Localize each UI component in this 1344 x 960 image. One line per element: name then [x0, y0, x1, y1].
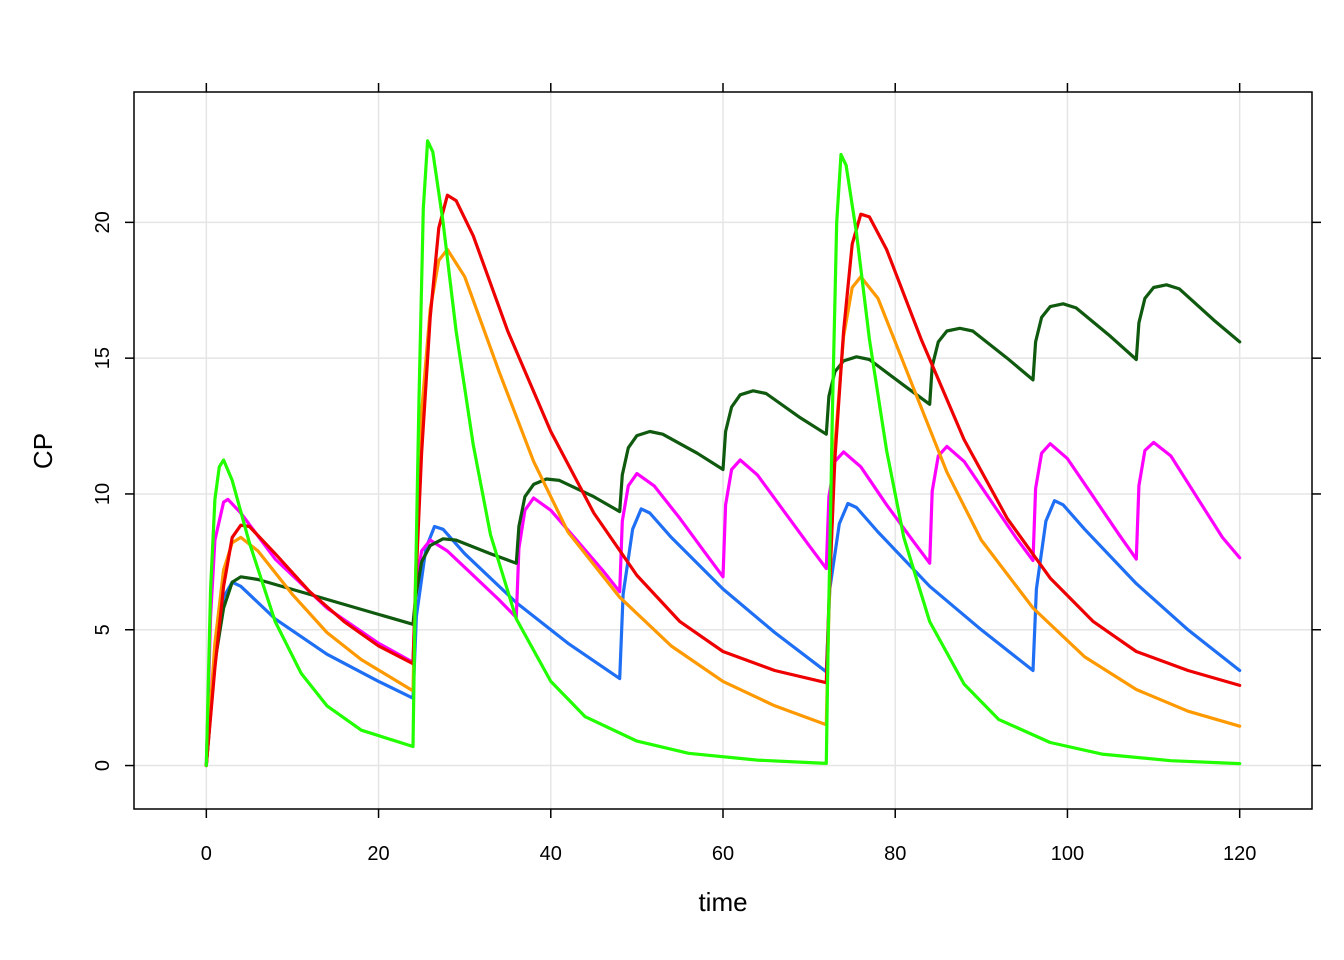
series-line-3	[204, 283, 1242, 768]
y-axis-title: CP	[28, 433, 58, 469]
series-line-5	[204, 193, 1242, 768]
y-tick-label: 0	[92, 760, 114, 771]
x-tick-label: 60	[712, 843, 734, 865]
grid-lines	[134, 92, 1312, 809]
series-line-6	[204, 139, 1242, 768]
series-lines	[204, 139, 1242, 768]
series-line-4	[204, 247, 1242, 768]
y-tick-label: 15	[92, 347, 114, 369]
series-line-2	[204, 440, 1242, 768]
x-tick-label: 40	[540, 843, 562, 865]
x-tick-label: 80	[884, 843, 906, 865]
x-tick-label: 120	[1223, 843, 1256, 865]
axis-ticks: 0 20 40 60 80 100 120 0 5 10 15 20	[92, 83, 1321, 865]
y-tick-label: 20	[92, 211, 114, 233]
y-tick-label: 5	[92, 624, 114, 635]
x-tick-label: 20	[367, 843, 389, 865]
x-tick-label: 0	[201, 843, 212, 865]
x-tick-label: 100	[1051, 843, 1084, 865]
series-line-1	[204, 499, 1242, 768]
y-tick-label: 10	[92, 483, 114, 505]
x-axis-title: time	[698, 887, 747, 917]
